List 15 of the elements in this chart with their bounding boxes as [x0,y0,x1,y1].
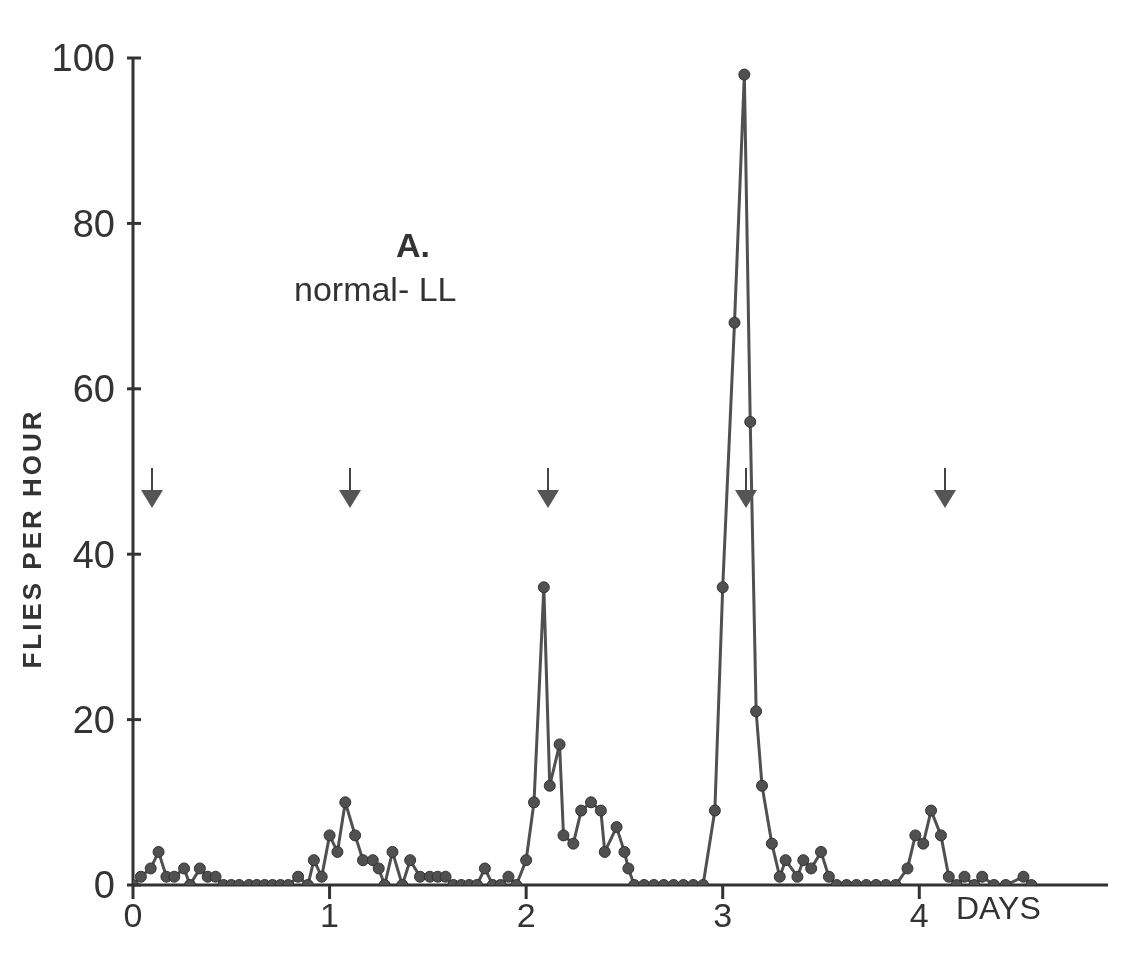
y-tick-label: 80 [72,202,115,245]
y-tick-label: 0 [93,864,115,907]
annotation: A. [396,226,430,265]
annotation: normal- LL [294,270,457,309]
x-axis-title: DAYS [956,890,1041,927]
y-tick-label: 20 [72,698,115,741]
x-tick-label: 3 [713,896,733,934]
x-tick-label: 4 [909,896,929,934]
y-tick-label: 60 [72,368,115,411]
y-tick-label: 100 [51,37,115,80]
y-tick-label: 40 [72,533,115,576]
x-tick-label: 0 [123,896,143,934]
y-axis-title: FLIES PER HOUR [16,407,48,669]
x-tick-label: 2 [516,896,536,934]
x-tick-label: 1 [320,896,340,934]
